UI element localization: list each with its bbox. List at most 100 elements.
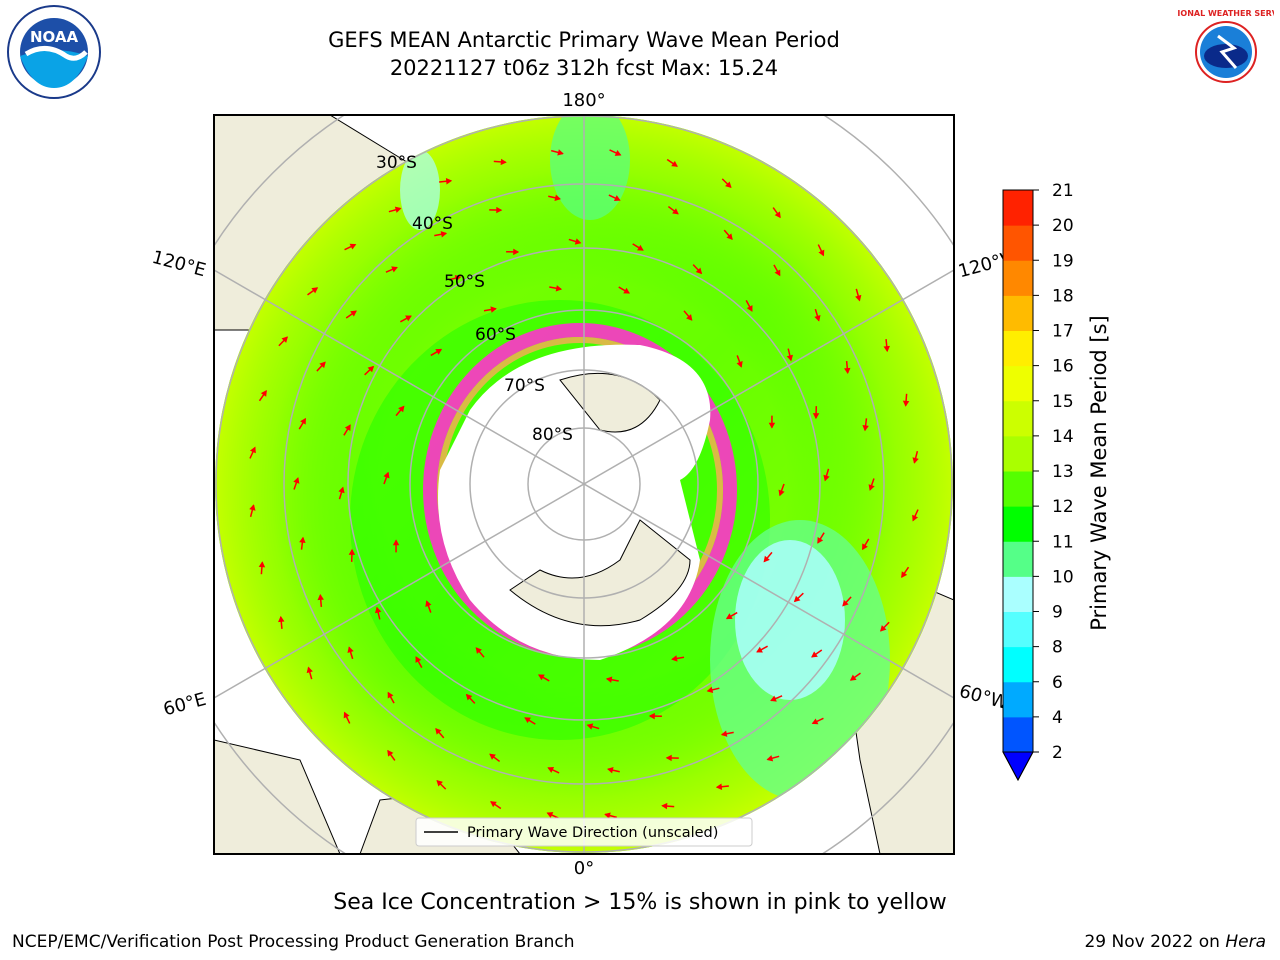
wave-arrow-head xyxy=(383,471,390,479)
wave-arrow-head xyxy=(770,695,777,702)
lat-label-60s: 60°S xyxy=(475,325,516,345)
colorbar-segment xyxy=(1003,295,1033,331)
wave-arrow-head xyxy=(671,160,678,167)
colorbar-tick-label: 16 xyxy=(1052,357,1074,377)
lon-label-0: 0° xyxy=(574,858,594,879)
wave-arrow-head xyxy=(817,537,824,544)
wave-arrow-head xyxy=(374,606,382,614)
wave-arrow-head xyxy=(686,314,693,321)
wave-arrow-head xyxy=(425,600,432,607)
footer-credit: NCEP/EMC/Verification Post Processing Pr… xyxy=(12,932,575,952)
wave-arrow-head xyxy=(793,595,801,603)
lat-label-40s: 40°S xyxy=(412,214,453,234)
colorbar-tick-label: 4 xyxy=(1052,708,1063,728)
wave-arrow-head xyxy=(912,514,919,522)
wave-arrow-head xyxy=(774,269,781,277)
wave-arrow-head xyxy=(489,753,496,760)
wave-arrow-head xyxy=(454,274,462,282)
wave-arrow-head xyxy=(405,315,412,322)
wave-arrow-head xyxy=(637,244,644,251)
colorbar-segment xyxy=(1003,716,1033,753)
wave-arrow-head xyxy=(350,310,357,317)
wave-arrow-head xyxy=(293,477,300,484)
wave-arrow-head xyxy=(862,543,868,551)
lon-label-180: 180° xyxy=(562,90,605,111)
legend-label: Primary Wave Direction (unscaled) xyxy=(467,825,718,841)
wave-arrow-head xyxy=(299,536,306,543)
wave-arrow-head xyxy=(768,422,776,429)
wave-arrow-head xyxy=(665,754,672,762)
wave-arrow-head xyxy=(812,413,820,420)
wave-arrow-head xyxy=(736,361,743,368)
footer-date: 29 Nov 2022 on Hera xyxy=(1084,932,1266,952)
wave-arrow-head xyxy=(778,489,785,497)
wave-arrow-head xyxy=(546,812,554,819)
wave-arrow-head xyxy=(862,425,869,432)
colorbar-tick-label: 18 xyxy=(1052,286,1074,306)
noaa-logo-text: NOAA xyxy=(30,28,79,46)
nws-logo-text: NATIONAL WEATHER SERVICE xyxy=(1178,9,1274,18)
colorbar-tick-label: 12 xyxy=(1052,497,1074,517)
legend: Primary Wave Direction (unscaled) xyxy=(415,817,753,847)
wave-arrow-head xyxy=(392,539,400,546)
wave-arrow-head xyxy=(725,181,732,188)
colorbar-segment xyxy=(1003,576,1033,612)
colorbar: 2 4 6 8 9 10 11 12 13 14 15 16 17 18 19 20 21 xyxy=(1002,181,1074,782)
wave-arrow-head xyxy=(513,248,520,256)
wave-arrow-head xyxy=(901,571,908,578)
colorbar-under-arrow xyxy=(1002,751,1034,782)
colorbar-tick-label: 6 xyxy=(1052,673,1063,693)
wave-arrow-head xyxy=(547,766,555,773)
wave-arrow-head xyxy=(811,651,818,658)
wave-arrow-head xyxy=(868,484,875,491)
wave-arrow-head xyxy=(855,294,862,302)
wave-arrow-head xyxy=(391,266,398,273)
lat-label-80s: 80°S xyxy=(532,425,573,445)
wave-arrow-head xyxy=(604,812,611,819)
wave-arrow-head xyxy=(786,354,794,362)
chart-subtitle: 20221127 t06z 312h fcst Max: 15.24 xyxy=(389,56,779,80)
wave-arrow-head xyxy=(436,780,443,787)
wave-arrow-head xyxy=(490,801,497,808)
colorbar-tick-label: 15 xyxy=(1052,392,1074,412)
madagascar-africa-land xyxy=(214,739,341,854)
wave-arrow-head xyxy=(435,348,443,355)
wave-arrow-head xyxy=(763,555,770,563)
wave-arrow-head xyxy=(648,712,655,720)
wave-arrow-head xyxy=(912,457,919,464)
wave-arrow-head xyxy=(281,336,288,343)
wave-arrow-head xyxy=(902,400,910,407)
wave-arrow-head xyxy=(524,717,531,724)
map-frame xyxy=(213,114,955,855)
wave-arrow-head xyxy=(706,686,714,694)
wave-arrow-head xyxy=(387,749,394,757)
wave-arrow-head xyxy=(435,728,442,735)
lat-label-30s: 30°S xyxy=(376,153,417,173)
nws-logo: NATIONAL WEATHER SERVICE xyxy=(1160,4,1280,100)
colorbar-segment xyxy=(1003,646,1033,683)
wave-arrow-head xyxy=(557,149,564,156)
colorbar-segment xyxy=(1003,365,1033,402)
colorbar-segment xyxy=(1003,435,1033,472)
lon-label-60e: 60°E xyxy=(161,689,208,720)
wave-arrow-head xyxy=(490,306,497,313)
wave-arrow-head xyxy=(586,723,594,730)
wave-arrow-head xyxy=(306,666,313,674)
colorbar-tick-label: 14 xyxy=(1052,427,1074,447)
wave-arrow-head xyxy=(623,287,631,294)
wave-arrow-head xyxy=(880,625,887,632)
colorbar-segment xyxy=(1003,260,1033,296)
antarctica-land xyxy=(509,519,691,627)
colorbar-tick-label: 17 xyxy=(1052,322,1074,342)
wave-arrow-head xyxy=(537,674,545,681)
wave-arrow-head xyxy=(349,243,357,250)
colorbar-segment xyxy=(1003,330,1033,367)
wave-arrow-head xyxy=(715,783,723,790)
colorbar-segment xyxy=(1003,541,1033,577)
wave-arrow-head xyxy=(695,267,703,275)
lat-label-50s: 50°S xyxy=(444,272,485,292)
wave-arrow-head xyxy=(311,287,319,294)
footer-date-text: 29 Nov 2022 on xyxy=(1084,932,1220,952)
wave-arrow-head xyxy=(347,646,354,654)
